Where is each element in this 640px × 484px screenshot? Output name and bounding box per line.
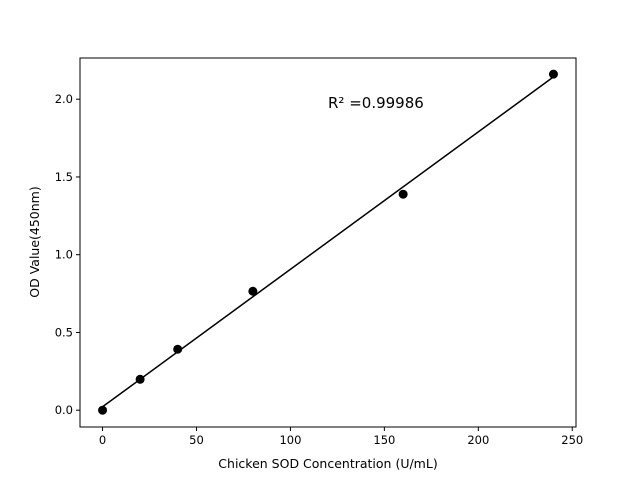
r-squared-annotation: R² =0.99986	[328, 94, 424, 112]
data-point	[248, 286, 258, 296]
data-point	[135, 374, 145, 384]
x-tick-label: 200	[467, 433, 489, 447]
x-tick-label: 100	[279, 433, 301, 447]
x-tick-label: 50	[189, 433, 204, 447]
x-tick-label: 0	[99, 433, 106, 447]
y-tick-label: 1.5	[55, 170, 73, 184]
x-tick-label: 250	[561, 433, 583, 447]
y-axis: 0.0 0.5 1.0 1.5 2.0	[55, 92, 80, 417]
y-axis-label: OD Value(450nm)	[27, 186, 42, 297]
plot-frame	[79, 57, 577, 428]
data-point	[173, 344, 183, 354]
y-tick-label: 0.5	[55, 325, 73, 339]
x-axis: 0 50 100 150 200 250	[99, 427, 583, 447]
data-point	[548, 69, 558, 79]
y-tick-label: 2.0	[55, 92, 73, 106]
x-axis-label: Chicken SOD Concentration (U/mL)	[218, 456, 437, 471]
data-point	[398, 189, 408, 199]
data-points	[98, 69, 558, 415]
y-tick-label: 1.0	[55, 248, 73, 262]
y-tick-label: 0.0	[55, 403, 73, 417]
data-point	[98, 405, 108, 415]
fit-line	[102, 76, 554, 408]
x-tick-label: 150	[373, 433, 395, 447]
